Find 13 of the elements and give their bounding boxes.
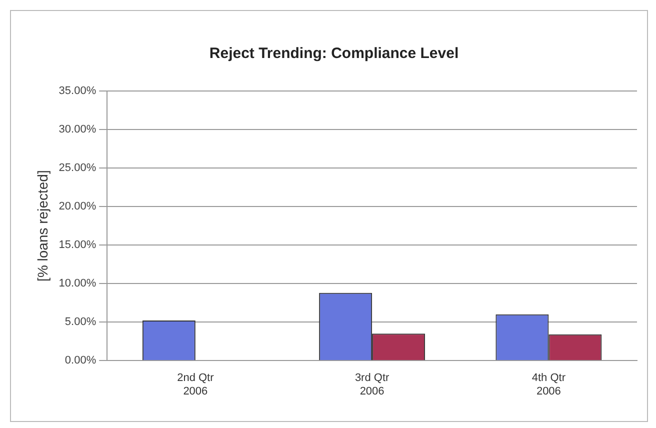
chart-title: Reject Trending: Compliance Level — [209, 45, 459, 62]
x-tick-label: 2nd Qtr 2006 — [177, 372, 214, 398]
y-tick-label: 0.00% — [64, 354, 96, 367]
y-tick-label: 5.00% — [64, 316, 96, 328]
x-tick-label: 3rd Qtr 2006 — [354, 372, 390, 398]
y-tick-label: 15.00% — [58, 239, 96, 252]
y-tick-label: 20.00% — [58, 200, 96, 213]
y-tick-label: 30.00% — [58, 124, 96, 136]
y-tick-label: 35.00% — [58, 85, 96, 98]
x-tick-label: 4th Qtr 2006 — [532, 372, 566, 398]
y-axis-title: [% loans rejected] — [34, 170, 50, 282]
y-tick-label: 10.00% — [58, 278, 96, 290]
y-tick-label: 25.00% — [58, 162, 96, 174]
